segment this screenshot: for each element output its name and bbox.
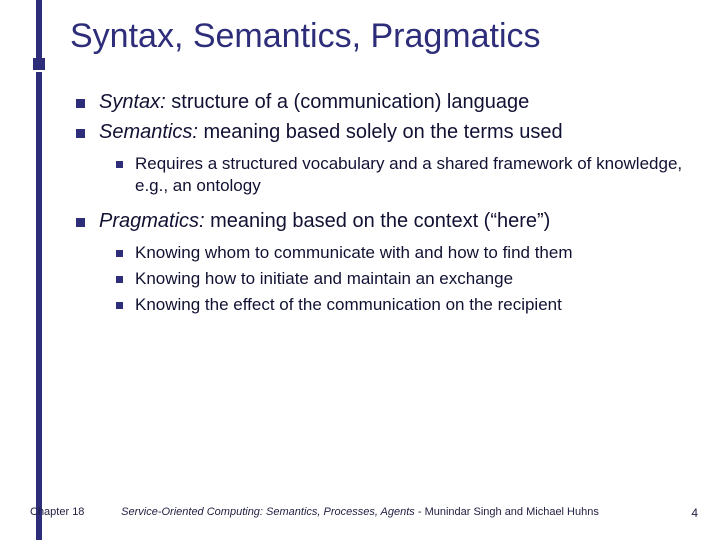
sub-bullet: Knowing the effect of the communication … <box>116 294 696 316</box>
sub-bullet: Knowing how to initiate and maintain an … <box>116 268 696 290</box>
sub-group-pragmatics: Knowing whom to communicate with and how… <box>116 242 696 315</box>
square-bullet-icon <box>116 302 123 309</box>
slide-title: Syntax, Semantics, Pragmatics <box>70 18 541 55</box>
sub-bullet-text: Knowing how to initiate and maintain an … <box>135 268 696 290</box>
bullet-text: Syntax: structure of a (communication) l… <box>99 90 696 116</box>
square-bullet-icon <box>76 99 85 108</box>
sub-bullet: Requires a structured vocabulary and a s… <box>116 153 696 197</box>
sub-bullet: Knowing whom to communicate with and how… <box>116 242 696 264</box>
accent-dot <box>33 58 45 70</box>
square-bullet-icon <box>116 161 123 168</box>
term-syntax: Syntax: <box>99 91 166 113</box>
sub-bullet-text: Knowing whom to communicate with and how… <box>135 242 696 264</box>
square-bullet-icon <box>76 218 85 227</box>
bullet-text: Semantics: meaning based solely on the t… <box>99 120 696 146</box>
rest-syntax: structure of a (communication) language <box>166 91 530 113</box>
footer-citation-title: Service-Oriented Computing: Semantics, P… <box>121 506 415 518</box>
accent-line-top <box>36 0 42 60</box>
footer-page-number: 4 <box>691 506 698 520</box>
footer-citation-authors: - Munindar Singh and Michael Huhns <box>415 506 599 518</box>
footer: Chapter 18 Service-Oriented Computing: S… <box>0 506 720 526</box>
slide-content: Syntax: structure of a (communication) l… <box>76 90 696 328</box>
slide: Syntax, Semantics, Pragmatics Syntax: st… <box>0 0 720 540</box>
term-semantics: Semantics: <box>99 121 198 143</box>
square-bullet-icon <box>116 250 123 257</box>
sub-group-semantics: Requires a structured vocabulary and a s… <box>116 153 696 197</box>
square-bullet-icon <box>76 129 85 138</box>
sub-bullet-text: Requires a structured vocabulary and a s… <box>135 153 696 197</box>
accent-line-bottom <box>36 72 42 540</box>
square-bullet-icon <box>116 276 123 283</box>
rest-semantics: meaning based solely on the terms used <box>198 121 563 143</box>
bullet-text: Pragmatics: meaning based on the context… <box>99 209 696 235</box>
rest-pragmatics: meaning based on the context (“here”) <box>205 210 551 232</box>
footer-citation: Service-Oriented Computing: Semantics, P… <box>0 506 720 518</box>
term-pragmatics: Pragmatics: <box>99 210 205 232</box>
sub-bullet-text: Knowing the effect of the communication … <box>135 294 696 316</box>
bullet-syntax: Syntax: structure of a (communication) l… <box>76 90 696 116</box>
bullet-semantics: Semantics: meaning based solely on the t… <box>76 120 696 146</box>
bullet-pragmatics: Pragmatics: meaning based on the context… <box>76 209 696 235</box>
